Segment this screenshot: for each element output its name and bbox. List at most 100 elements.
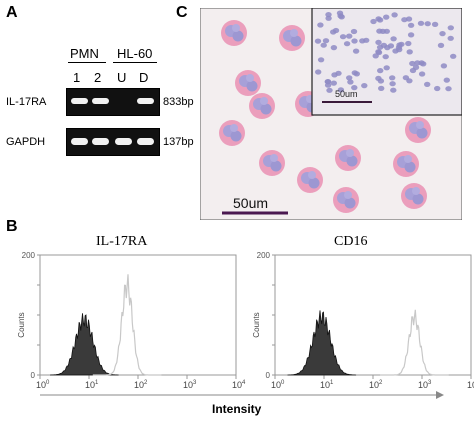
inset-cell: [389, 75, 396, 81]
inset-cell: [437, 42, 445, 49]
inset-cell: [447, 25, 454, 31]
main-scalebar-text: 50um: [233, 195, 268, 211]
x-tick-label: 101: [320, 380, 334, 390]
inset-cell: [434, 85, 441, 92]
lane-label-1: 1: [73, 70, 81, 85]
band-il17ra-laned: [137, 98, 154, 104]
histogram-title-il17ra: IL-17RA: [96, 234, 148, 249]
band-gapdh-laneu: [115, 138, 132, 145]
y-tick-label: 0: [31, 371, 36, 380]
inset-cell: [325, 12, 332, 18]
inset-cell: [405, 40, 412, 47]
inset-cell: [339, 34, 347, 40]
inset-cell: [409, 60, 416, 67]
lane-label-u: U: [117, 70, 127, 85]
inset-cell: [352, 48, 360, 54]
inset-cell: [383, 14, 390, 20]
inset-cell: [378, 85, 385, 91]
inset-cell: [431, 21, 439, 27]
series-stained-outline: [380, 309, 449, 376]
inset-cell: [383, 65, 390, 71]
y-tick-label: 200: [22, 251, 36, 260]
panel-b-label: B: [6, 218, 18, 235]
x-tick-label: 103: [183, 380, 197, 390]
histogram-cd16: 0 200 Counts 100 101 102 103 104: [252, 251, 474, 390]
inset-cell: [406, 49, 413, 55]
x-tick-label: 102: [134, 380, 148, 390]
group-underline-pmn: [68, 62, 106, 63]
gel-gapdh: [66, 128, 160, 156]
inset-cell: [330, 80, 337, 86]
inset-cell: [336, 10, 344, 16]
inset-cell: [401, 17, 408, 23]
inset-cell: [370, 18, 377, 25]
band-gapdh-lane2: [92, 138, 109, 145]
inset-cell: [351, 38, 358, 44]
y-axis-label: Counts: [17, 312, 26, 337]
inset-cell: [424, 21, 431, 27]
inset-cell: [317, 57, 325, 63]
cell: [335, 145, 361, 171]
inset-cell: [379, 28, 387, 34]
band-il17ra-lane1: [71, 98, 88, 104]
inset-cell: [407, 22, 415, 28]
x-tick-label: 102: [369, 380, 383, 390]
plot-frame: [274, 254, 472, 376]
flow-histograms: 0 200 Counts 100 101 102 103 104 0 200 Counts 100 1…: [17, 251, 474, 416]
inset-cell: [440, 63, 448, 69]
inset-cell: [445, 86, 452, 92]
inset-cell: [443, 77, 450, 83]
inset-cell: [390, 87, 397, 93]
inset-cell: [317, 22, 324, 28]
inset-cell: [402, 75, 410, 81]
gel-size-137bp: 137bp: [163, 136, 194, 148]
inset-cell: [382, 54, 389, 60]
inset-cell: [418, 71, 426, 77]
inset-cell: [359, 38, 366, 44]
inset-cell: [412, 64, 420, 70]
gel-row-label-gapdh: GAPDH: [6, 136, 46, 148]
inset-cell: [361, 83, 368, 89]
x-tick-label: 103: [418, 380, 432, 390]
cell: [279, 25, 305, 51]
cell: [333, 187, 359, 213]
inset-cell: [384, 45, 391, 51]
inset-cell: [391, 12, 398, 18]
inset-cell: [372, 53, 379, 59]
panel-c-label: C: [176, 4, 188, 21]
cell: [259, 150, 285, 176]
histogram-il17ra: 0 200 Counts 100 101 102 103 104: [17, 251, 246, 390]
group-label-hl60: HL-60: [117, 46, 153, 61]
y-tick-label: 0: [266, 371, 271, 380]
stained-cells: [219, 20, 431, 213]
cell: [405, 117, 431, 143]
y-axis-label: Counts: [252, 312, 261, 337]
inset-cell: [390, 36, 397, 42]
inset-cell: [396, 47, 403, 53]
inset-cell: [439, 31, 446, 37]
inset-cell: [315, 69, 322, 75]
x-tick-label: 104: [232, 380, 246, 390]
x-tick-label: 100: [36, 380, 50, 390]
inset-cell: [424, 81, 431, 87]
x-tick-label: 101: [85, 380, 99, 390]
inset-cell: [332, 27, 340, 34]
inset-cell: [330, 45, 338, 51]
x-tick-label: 100: [271, 380, 285, 390]
x-tick-label: 104: [467, 380, 474, 390]
inset-cell: [375, 16, 382, 22]
inset-cell: [414, 60, 421, 66]
band-gapdh-lane1: [71, 138, 88, 145]
inset-cell: [375, 49, 382, 55]
cell: [249, 93, 275, 119]
inset-scalebar-text: 50um: [335, 89, 358, 99]
inset-cell: [324, 79, 331, 85]
inset-cell: [343, 41, 351, 47]
inset-cell: [346, 75, 353, 81]
cell: [297, 167, 323, 193]
inset-cell: [407, 32, 415, 38]
inset-cells: [314, 10, 457, 93]
plot-frame: [39, 254, 237, 376]
histogram-title-cd16: CD16: [334, 234, 368, 249]
y-tick-label: 200: [257, 251, 271, 260]
